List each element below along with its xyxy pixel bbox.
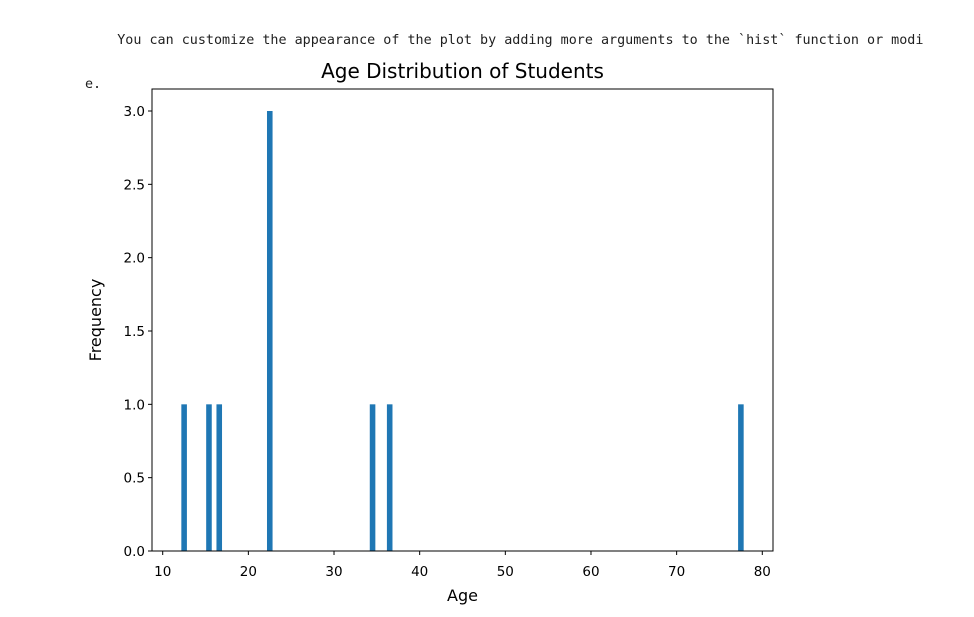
y-tick-label: 0.5 [124,471,145,487]
histogram-bar [216,404,223,551]
x-tick-label: 70 [668,564,685,580]
y-tick-label: 1.5 [124,324,145,340]
chart-title: Age Distribution of Students [321,59,604,83]
x-tick-label: 50 [497,564,514,580]
histogram-bar [266,111,273,551]
explanation-line-1: You can customize the appearance of the … [117,33,924,48]
x-tick-label: 40 [411,564,428,580]
explanation-line-2: e. [85,77,102,92]
histogram-bar [386,404,393,551]
y-tick-label: 3.0 [124,104,145,120]
plot-frame [151,88,774,552]
y-tick-label: 0.0 [124,544,145,560]
x-axis-label: Age [447,586,478,605]
histogram-bar [738,404,744,551]
y-axis-label: Frequency [86,279,105,362]
axes-group: 10 20 30 40 50 60 70 80 0.0 0.5 1.0 1.5 2.0 2.5 3.0 [124,88,774,580]
histogram-bar [369,404,376,551]
bars-group [181,111,744,551]
y-tick-label: 1.0 [124,397,145,413]
histogram-bar [181,404,187,551]
x-tick-label: 60 [582,564,599,580]
x-tick-label: 10 [154,564,171,580]
x-tick-label: 80 [754,564,771,580]
explanation-text: You can customize the appearance of the … [85,8,974,140]
y-tick-label: 2.5 [124,177,145,193]
x-tick-label: 30 [325,564,342,580]
histogram-bar [206,404,212,551]
y-tick-label: 2.0 [124,251,145,267]
x-tick-label: 20 [240,564,257,580]
